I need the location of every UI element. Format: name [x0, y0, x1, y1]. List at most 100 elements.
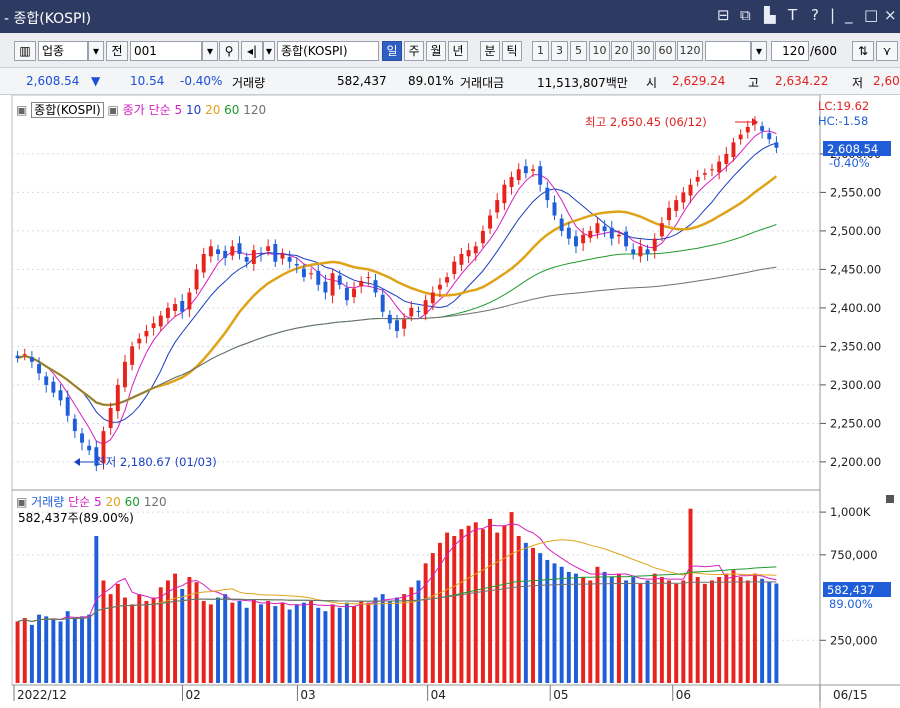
volume-legend-ma[interactable]: 단순 — [68, 495, 91, 509]
volume-bar — [488, 518, 493, 683]
volume-bar — [667, 580, 672, 683]
candle-body — [552, 202, 557, 216]
volume-bar — [44, 616, 49, 683]
candle-body — [631, 249, 636, 254]
candle-body — [51, 381, 56, 393]
symbol-name-field[interactable]: 종합(KOSPI) — [277, 41, 379, 61]
chart-area[interactable]: 2,600.002,550.002,500.002,450.002,400.00… — [0, 95, 900, 708]
candle-body — [101, 431, 106, 464]
candle-body — [187, 292, 192, 310]
volume-tick-label: 1,000K — [830, 505, 871, 519]
stock-chart[interactable]: 2,600.002,550.002,500.002,450.002,400.00… — [0, 95, 900, 708]
hc-label: HC:-1.58 — [818, 114, 868, 128]
candle-body — [710, 169, 714, 171]
volume-bar — [151, 597, 156, 683]
sound-dropdown-icon[interactable]: ▾ — [263, 41, 275, 61]
prev-button[interactable]: 전 — [106, 41, 128, 61]
current-volume-pct-label: 89.00% — [829, 597, 873, 611]
interval-10-button[interactable]: 10 — [589, 41, 610, 61]
chevron-down-icon[interactable]: ▾ — [88, 41, 104, 61]
interval-1-button[interactable]: 1 — [532, 41, 549, 61]
compare-icon[interactable]: ⇅ — [852, 41, 874, 61]
period-day-tab[interactable]: 일 — [382, 41, 402, 61]
volume-value: 582,437 — [337, 74, 387, 88]
volume-bar — [266, 600, 271, 683]
candle-body — [259, 253, 263, 255]
volume-bar — [745, 580, 750, 683]
chart-type-icon[interactable]: ▥ — [14, 41, 36, 61]
volume-bar — [387, 600, 392, 683]
current-price-tag — [823, 141, 891, 156]
interval-60-button[interactable]: 60 — [655, 41, 676, 61]
volume-bar — [137, 594, 142, 683]
minimize-icon[interactable]: _ — [845, 6, 853, 24]
layout-icon[interactable]: ⊟ — [717, 6, 730, 24]
candle-body — [395, 320, 399, 331]
font-icon[interactable]: T — [788, 6, 798, 24]
candle-body — [366, 277, 371, 279]
low-value: 2,60 — [873, 74, 900, 88]
period-minute-tab[interactable]: 분 — [480, 41, 500, 61]
volume-bar — [201, 600, 206, 683]
volume-ma-lines — [17, 523, 777, 623]
candle-body — [430, 292, 435, 304]
candle-body — [538, 166, 543, 185]
volume-legend-ma120: 120 — [143, 495, 167, 509]
chart-toolbar: ▥ 업종 ▾ 전 001 ▾ ⚲ ◂| ▾ 종합(KOSPI) 일 주 월 년 … — [0, 33, 900, 68]
interval-5-button[interactable]: 5 — [570, 41, 587, 61]
interval-120-button[interactable]: 120 — [677, 41, 703, 61]
volume-bar — [15, 621, 20, 683]
window-restore-icon[interactable]: ⧉ — [740, 6, 751, 24]
maximize-icon[interactable]: □ — [864, 6, 879, 24]
candle-body — [352, 288, 357, 298]
candle-body — [323, 281, 328, 293]
pin-icon[interactable]: ▙ — [764, 6, 776, 24]
search-icon[interactable]: ⚲ — [219, 41, 239, 61]
volume-bar — [244, 607, 249, 683]
low-label: 저 — [852, 76, 864, 90]
count-input[interactable]: 120 — [771, 41, 809, 61]
candle-body — [731, 142, 736, 157]
volume-bar — [452, 536, 457, 683]
period-tick-tab[interactable]: 틱 — [502, 41, 522, 61]
code-input[interactable]: 001 — [130, 41, 202, 61]
code-dropdown-icon[interactable]: ▾ — [202, 41, 218, 61]
period-week-tab[interactable]: 주 — [404, 41, 424, 61]
volume-bar — [437, 542, 442, 683]
market-type-select[interactable]: 업종 — [38, 41, 88, 61]
volume-bar — [445, 532, 450, 683]
candle-body — [87, 445, 92, 451]
interval-20-button[interactable]: 20 — [611, 41, 632, 61]
candle-body — [566, 227, 571, 239]
help-icon[interactable]: ? — [811, 6, 819, 24]
candle-body — [645, 249, 650, 254]
volume-bar — [480, 529, 485, 683]
volume-ma5-line — [17, 523, 777, 623]
volume-percent: 89.01% — [408, 74, 454, 88]
interval-dropdown-icon[interactable]: ▾ — [751, 41, 767, 61]
candle-body — [559, 218, 564, 231]
volume-bar — [80, 616, 84, 683]
volume-bar — [609, 577, 614, 683]
legend-symbol[interactable]: 종합(KOSPI) — [31, 102, 104, 118]
indicator-icon[interactable]: ⋎ — [876, 41, 898, 61]
candle-body — [717, 161, 722, 173]
sound-icon[interactable]: ◂| — [241, 41, 263, 61]
volume-legend-name[interactable]: 거래량 — [31, 495, 65, 509]
interval-3-button[interactable]: 3 — [551, 41, 568, 61]
period-month-tab[interactable]: 월 — [426, 41, 446, 61]
period-year-tab[interactable]: 년 — [448, 41, 468, 61]
legend-ma5: 5 — [174, 103, 183, 117]
interval-30-button[interactable]: 30 — [633, 41, 654, 61]
panel-close-icon[interactable] — [886, 495, 894, 503]
candle-body — [380, 294, 385, 312]
price-ma10-line — [17, 142, 777, 423]
candle-body — [745, 126, 750, 133]
custom-interval-input[interactable] — [705, 41, 751, 61]
close-icon[interactable]: × — [884, 6, 897, 24]
volume-bar — [459, 529, 464, 683]
volume-bar — [402, 594, 407, 683]
volume-bar — [674, 583, 679, 683]
legend-ma-label[interactable]: 종가 단순 — [122, 103, 171, 117]
candle-body — [659, 223, 664, 237]
